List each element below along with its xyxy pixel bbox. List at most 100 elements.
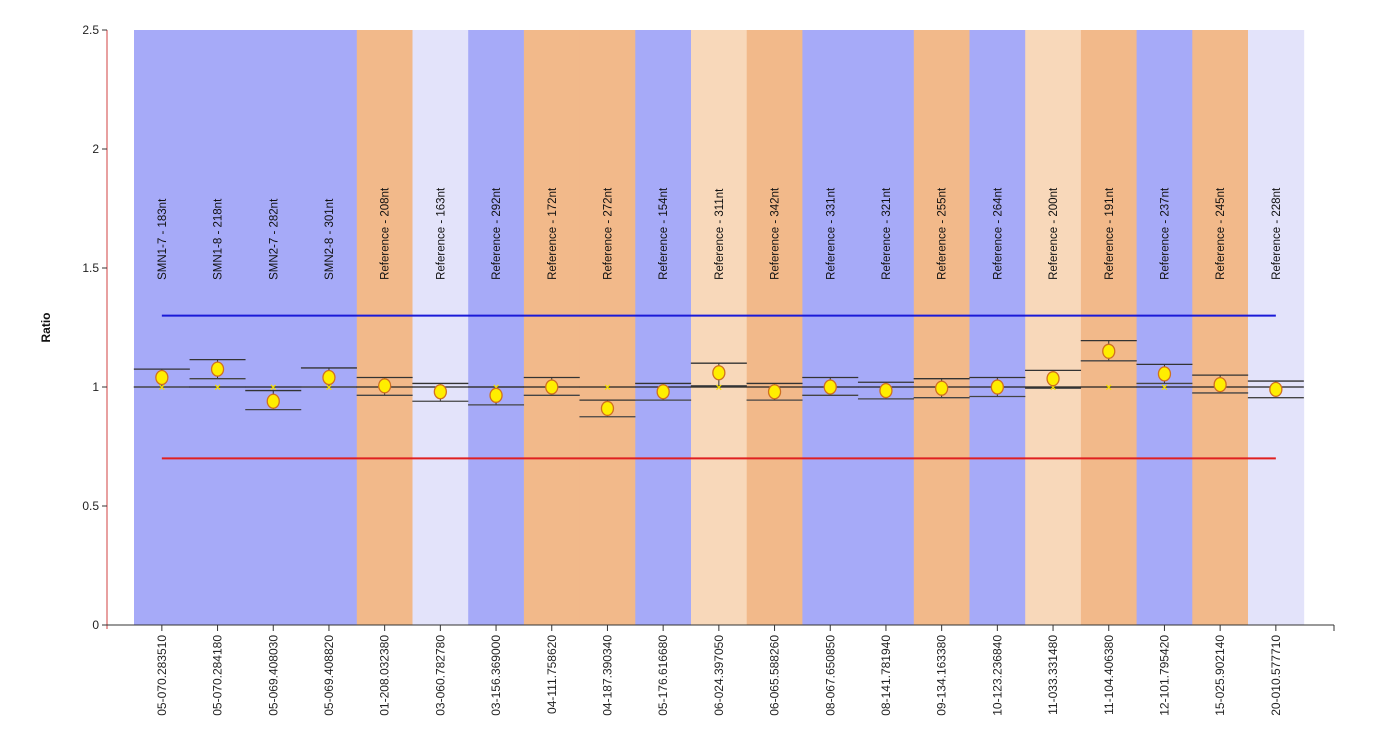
x-tick-label: 05-070.283510	[155, 635, 169, 716]
data-point	[322, 369, 336, 386]
data-point	[767, 384, 782, 400]
probe-band	[1080, 30, 1138, 625]
data-point	[266, 393, 280, 409]
y-tick-label: 2.5	[82, 23, 99, 37]
y-tick-label: 1.5	[82, 261, 99, 275]
data-point	[155, 369, 169, 386]
probe-band	[579, 30, 636, 625]
probe-label: Reference - 172nt	[547, 187, 559, 280]
probe-band	[858, 30, 915, 625]
y-tick-label: 0.5	[82, 499, 99, 513]
expected-marker: ×	[270, 382, 276, 394]
data-point	[545, 379, 559, 395]
probe-label: SMN1-8 - 218nt	[213, 198, 225, 280]
probe-band	[523, 30, 581, 625]
probe-label: Reference - 321nt	[881, 187, 893, 280]
probe-label: Reference - 200nt	[1048, 187, 1060, 280]
probe-label: SMN1-7 - 183nt	[157, 198, 169, 280]
probe-label: Reference - 237nt	[1159, 187, 1171, 280]
expected-marker: ×	[1050, 382, 1056, 394]
x-tick-label: 05-070.284180	[211, 635, 225, 716]
probe-band	[412, 30, 469, 625]
probe-label: Reference - 154nt	[658, 187, 670, 280]
probe-label: Reference - 163nt	[435, 187, 447, 280]
data-point	[1157, 366, 1172, 382]
probe-band	[189, 30, 246, 625]
data-point	[935, 380, 949, 396]
probe-label: SMN2-7 - 282nt	[268, 198, 280, 280]
probe-band	[1192, 30, 1249, 625]
expected-marker: ×	[1106, 382, 1112, 394]
probe-band	[691, 30, 748, 625]
probe-band	[1025, 30, 1082, 625]
x-tick-label: 11-033.331480	[1046, 635, 1060, 715]
x-tick-label: 01-208.032380	[378, 635, 392, 716]
y-tick-label: 0	[92, 618, 99, 632]
data-point	[879, 382, 893, 399]
probe-band	[746, 30, 803, 625]
x-tick-label: 06-024.397050	[712, 635, 726, 716]
x-tick-label: 05-176.616680	[656, 635, 670, 716]
data-point	[1102, 343, 1116, 359]
x-tick-label: 04-111.758620	[545, 635, 559, 714]
probe-band	[802, 30, 859, 625]
x-tick-label: 06-065.588260	[768, 635, 782, 716]
probe-band	[969, 30, 1026, 625]
data-point	[1046, 371, 1060, 387]
data-point	[1213, 376, 1227, 393]
data-point	[712, 365, 726, 381]
x-tick-label: 12-101.795420	[1157, 635, 1171, 716]
probe-band	[134, 30, 191, 625]
y-tick-label: 2	[92, 142, 99, 156]
data-point	[210, 361, 225, 377]
probe-band	[468, 30, 525, 625]
probe-label: Reference - 255nt	[937, 187, 949, 280]
x-tick-label: 20-010.577710	[1269, 635, 1283, 716]
x-tick-label: 11-104.406380	[1102, 635, 1116, 715]
probe-label: Reference - 208nt	[380, 187, 392, 280]
expected-marker: ×	[214, 382, 220, 394]
x-tick-label: 08-141.781940	[879, 635, 893, 716]
expected-marker: ×	[326, 382, 332, 394]
probe-band	[913, 30, 970, 625]
probe-band	[245, 30, 302, 625]
probe-label: Reference - 228nt	[1271, 187, 1283, 280]
data-point	[433, 384, 448, 400]
x-tick-label: 03-156.369000	[489, 635, 503, 716]
probe-band	[1248, 30, 1305, 625]
probe-label: Reference - 342nt	[770, 187, 782, 280]
probe-label: Reference - 292nt	[491, 187, 503, 280]
data-point	[656, 384, 670, 400]
probe-band	[301, 30, 358, 625]
x-tick-label: 03-060.782780	[433, 635, 447, 716]
data-point	[377, 378, 392, 394]
probe-label: Reference - 245nt	[1215, 187, 1227, 280]
x-tick-label: 05-069.408820	[322, 635, 336, 716]
probe-band	[1136, 30, 1193, 625]
probe-band	[635, 30, 692, 625]
probe-label: Reference - 272nt	[602, 187, 614, 280]
probe-label: SMN2-8 - 301nt	[324, 198, 336, 280]
x-tick-label: 10-123.236840	[990, 635, 1004, 716]
y-tick-label: 1	[92, 380, 99, 394]
expected-marker: ×	[159, 382, 165, 394]
probe-label: Reference - 191nt	[1104, 187, 1116, 280]
x-tick-label: 05-069.408030	[266, 635, 280, 716]
expected-marker: ×	[604, 382, 610, 394]
expected-marker: ×	[1161, 382, 1167, 394]
x-tick-label: 09-134.163380	[935, 635, 949, 716]
x-tick-label: 04-187.390340	[600, 635, 614, 716]
probe-band	[356, 30, 413, 625]
data-point	[823, 379, 837, 395]
x-tick-label: 08-067.650850	[823, 635, 837, 716]
probe-label: Reference - 331nt	[825, 187, 837, 280]
data-point	[600, 400, 615, 417]
y-axis-label: Ratio	[39, 313, 53, 343]
data-point	[990, 379, 1004, 395]
x-tick-label: 15-025.902140	[1213, 635, 1227, 716]
probe-label: Reference - 311nt	[714, 188, 726, 280]
data-point	[1269, 381, 1283, 398]
data-point	[489, 387, 503, 403]
